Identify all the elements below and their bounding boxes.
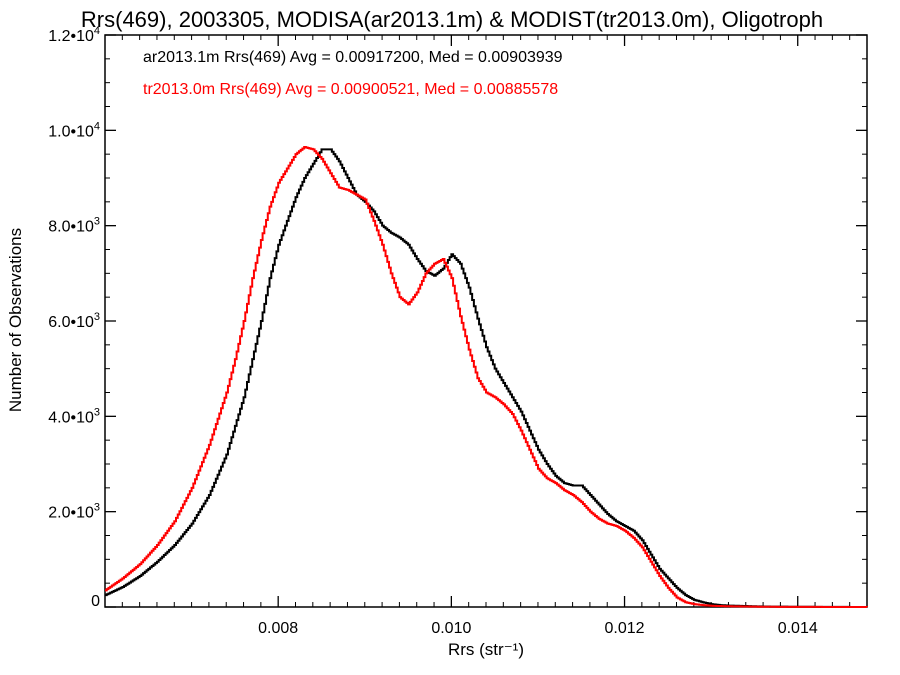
y-tick-label: 0 [91,593,100,610]
y-tick-label: 6.0•103 [48,311,100,331]
y-tick-label: 4.0•103 [48,406,100,426]
y-tick-label: 2.0•103 [48,502,100,522]
legend-entry-tr2013: tr2013.0m Rrs(469) Avg = 0.00900521, Med… [143,81,558,98]
legend-entry-ar2013: ar2013.1m Rrs(469) Avg = 0.00917200, Med… [143,49,563,66]
y-tick-label: 1.2•104 [48,25,100,45]
series-group [105,146,868,608]
x-axis-label: Rrs (str⁻¹) [448,640,524,659]
plot-frame [104,34,868,608]
x-tick-label: 0.010 [431,620,471,637]
series-line-ar2013 [105,148,868,608]
y-tick-label: 1.0•104 [48,120,100,140]
x-tick-label: 0.008 [258,620,298,637]
x-tick-label: 0.014 [778,620,818,637]
series-line-tr2013 [105,146,868,608]
axis-ticks: 0.008 0.010 0.012 0.014 0 2.0•103 4.0•103 6.0•1… [48,25,868,637]
x-tick-label: 0.012 [605,620,645,637]
chart-title: Rrs(469), 2003305, MODISA(ar2013.1m) & M… [81,7,823,32]
y-axis-label: Number of Observations [6,228,25,412]
y-tick-label: 8.0•103 [48,216,100,236]
